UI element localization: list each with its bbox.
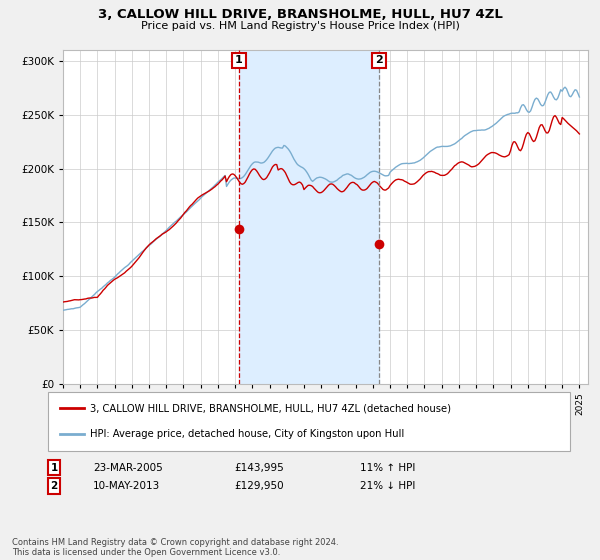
Bar [239, 50, 379, 384]
Text: 1: 1 [235, 55, 243, 66]
Text: Contains HM Land Registry data © Crown copyright and database right 2024.
This d: Contains HM Land Registry data © Crown c… [12, 538, 338, 557]
Text: £129,950: £129,950 [234, 481, 284, 491]
Text: 10-MAY-2013: 10-MAY-2013 [93, 481, 160, 491]
Text: £143,995: £143,995 [234, 463, 284, 473]
Text: HPI: Average price, detached house, City of Kingston upon Hull: HPI: Average price, detached house, City… [90, 430, 404, 440]
Text: 11% ↑ HPI: 11% ↑ HPI [360, 463, 415, 473]
Text: 3, CALLOW HILL DRIVE, BRANSHOLME, HULL, HU7 4ZL (detached house): 3, CALLOW HILL DRIVE, BRANSHOLME, HULL, … [90, 403, 451, 413]
Text: 1: 1 [50, 463, 58, 473]
Text: Price paid vs. HM Land Registry's House Price Index (HPI): Price paid vs. HM Land Registry's House … [140, 21, 460, 31]
Text: 2: 2 [50, 481, 58, 491]
Text: 21% ↓ HPI: 21% ↓ HPI [360, 481, 415, 491]
Text: 2: 2 [375, 55, 383, 66]
Text: 3, CALLOW HILL DRIVE, BRANSHOLME, HULL, HU7 4ZL: 3, CALLOW HILL DRIVE, BRANSHOLME, HULL, … [98, 8, 502, 21]
Text: 23-MAR-2005: 23-MAR-2005 [93, 463, 163, 473]
